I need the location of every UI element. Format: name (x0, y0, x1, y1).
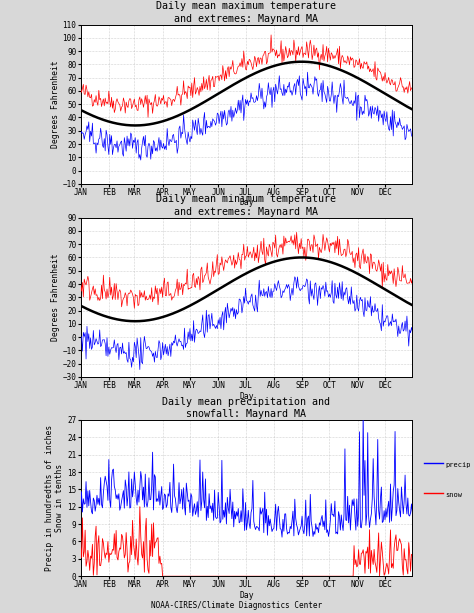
Text: precip: precip (446, 462, 471, 468)
Title: Daily mean minimum temperature
and extremes: Maynard MA: Daily mean minimum temperature and extre… (156, 194, 337, 217)
Text: NOAA-CIRES/Climate Diagnostics Center: NOAA-CIRES/Climate Diagnostics Center (151, 601, 323, 610)
Title: Daily mean maximum temperature
and extremes: Maynard MA: Daily mean maximum temperature and extre… (156, 1, 337, 24)
Y-axis label: Degrees Fahrenheit: Degrees Fahrenheit (51, 253, 60, 341)
X-axis label: Day: Day (239, 591, 254, 600)
X-axis label: Day: Day (239, 199, 254, 207)
Title: Daily mean precipitation and
snowfall: Maynard MA: Daily mean precipitation and snowfall: M… (163, 397, 330, 419)
X-axis label: Day: Day (239, 392, 254, 400)
Y-axis label: Degrees Fahrenheit: Degrees Fahrenheit (51, 60, 60, 148)
Text: snow: snow (446, 492, 463, 498)
Y-axis label: Precip in hundredths of inches
Snow in tenths: Precip in hundredths of inches Snow in t… (45, 425, 64, 571)
